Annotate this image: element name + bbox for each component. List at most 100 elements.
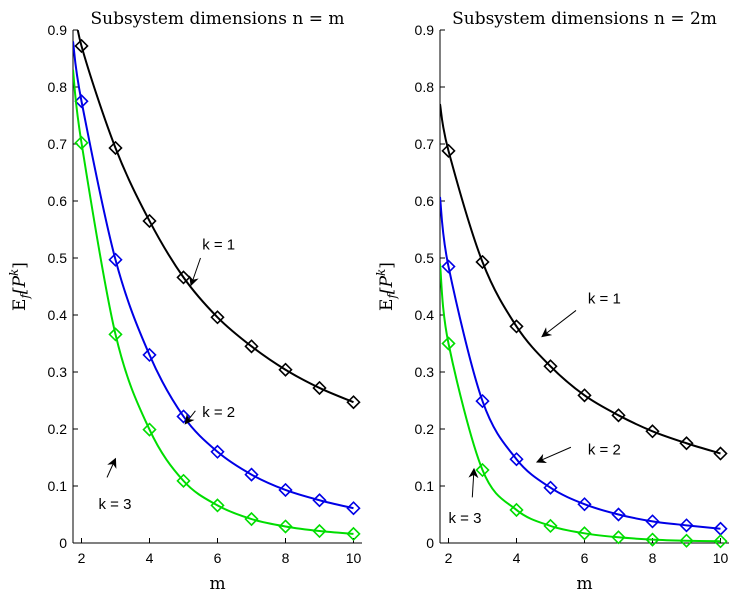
y-tick-label: 0.9 (415, 22, 435, 38)
x-tick-label: 6 (214, 550, 222, 566)
y-tick-label: 0.4 (415, 307, 435, 323)
data-point-marker (312, 523, 327, 539)
data-point-marker (441, 143, 456, 158)
data-point-marker (577, 497, 592, 512)
y-tick-label: 0.2 (415, 421, 435, 437)
y-tick-label: 0 (426, 535, 434, 551)
y-label-bracket: [P (377, 275, 397, 294)
data-point-marker (679, 518, 694, 533)
series-k3 (73, 69, 361, 542)
x-tick-label: 4 (146, 550, 154, 566)
data-point-marker (441, 259, 456, 274)
chart-title: Subsystem dimensions n = m (91, 9, 345, 29)
data-point-marker (244, 511, 259, 527)
y-tick-label: 0.1 (48, 478, 68, 494)
annotation-label: k = 1 (588, 291, 621, 308)
data-point-marker (142, 213, 157, 229)
x-tick-label: 8 (282, 550, 290, 566)
data-point-marker (142, 422, 157, 437)
y-label-superscript: k (374, 269, 388, 276)
y-tick-label: 0.3 (48, 364, 68, 380)
y-tick-label: 0.6 (48, 193, 68, 209)
chart-panel-2: 0 0.1 0.2 0.3 0.4 0.5 0.6 0.7 0.8 0.9 2 4 6 8 10 Subsys… (374, 9, 729, 594)
series-k1 (74, 30, 361, 410)
data-point-marker (611, 530, 626, 545)
x-axis-label: m (576, 574, 592, 594)
annotation-arrow (468, 467, 479, 498)
data-point-marker (278, 482, 293, 498)
data-point-marker (74, 38, 89, 54)
annotation-k3: k = 3 (449, 467, 482, 527)
series-k2 (440, 196, 728, 536)
y-tick-label: 0.8 (415, 79, 435, 95)
x-tick-label: 4 (513, 550, 521, 566)
y-tick-label: 0.8 (48, 79, 68, 95)
data-point-marker (244, 339, 259, 354)
annotation-arrow (535, 446, 572, 464)
data-point-marker (611, 408, 626, 423)
x-tick-label: 2 (445, 550, 453, 566)
y-label-bracket: [P (10, 275, 30, 294)
data-point-marker (679, 533, 694, 548)
chart-panel-1: 0 0.1 0.2 0.3 0.4 0.5 0.6 0.7 0.8 0.9 2 4 6 8 10 Subsys… (7, 9, 362, 594)
data-point-marker (108, 327, 123, 342)
data-point-marker (543, 518, 558, 534)
chart-title: Subsystem dimensions n = 2m (452, 9, 717, 29)
annotation-k2: k = 2 (184, 404, 235, 425)
annotation-label: k = 3 (99, 496, 132, 513)
data-point-marker (475, 462, 490, 478)
y-label-superscript: k (7, 269, 21, 276)
data-point-marker (176, 270, 191, 285)
data-point-marker (509, 452, 524, 467)
data-point-marker (108, 140, 123, 156)
y-tick-label: 0.5 (415, 250, 435, 266)
data-point-marker (176, 473, 191, 489)
data-point-marker (278, 362, 293, 377)
y-tick-label: 0.6 (415, 193, 435, 209)
y-tick-label: 0.4 (48, 307, 68, 323)
data-point-marker (244, 467, 259, 482)
data-point-marker (142, 347, 157, 363)
y-tick-label: 0.7 (415, 136, 435, 152)
y-axis-label: Ef[Pk] (7, 262, 32, 311)
series-line (440, 263, 721, 543)
y-label-close: ] (377, 262, 397, 269)
data-point-marker (577, 526, 592, 541)
annotation-label: k = 2 (202, 404, 235, 421)
y-tick-label: 0.2 (48, 421, 68, 437)
annotation-k3: k = 3 (99, 457, 132, 513)
y-label-subscript: f (18, 292, 32, 300)
data-point-marker (74, 135, 89, 150)
data-point-marker (611, 507, 626, 522)
annotation-label: k = 3 (449, 510, 482, 527)
x-tick-label: 8 (649, 550, 657, 566)
annotation-arrow (106, 457, 117, 478)
annotation-k1: k = 1 (189, 236, 235, 287)
series-line (76, 30, 354, 404)
series-k1 (440, 103, 728, 461)
data-point-marker (577, 388, 592, 403)
data-point-marker (645, 424, 660, 439)
series-line (73, 69, 354, 535)
y-tick-label: 0.5 (48, 250, 68, 266)
annotation-k1: k = 1 (541, 291, 621, 338)
x-tick-label: 10 (713, 550, 729, 566)
data-point-marker (108, 252, 123, 267)
y-tick-label: 0.3 (415, 364, 435, 380)
data-point-marker (278, 519, 293, 534)
y-tick-label: 0.9 (48, 22, 68, 38)
data-point-marker (346, 526, 361, 542)
series-line (440, 103, 721, 455)
series-line (73, 41, 354, 510)
x-axis-label: m (209, 574, 225, 594)
annotation-arrow (541, 310, 577, 338)
data-point-marker (346, 395, 361, 410)
x-tick-label: 2 (78, 550, 86, 566)
data-point-marker (509, 502, 524, 518)
y-label-close: ] (10, 262, 30, 269)
data-point-marker (441, 336, 456, 351)
y-label-main: E (377, 299, 397, 311)
annotation-label: k = 2 (588, 442, 621, 459)
series-k3 (440, 263, 728, 549)
data-point-marker (210, 498, 225, 513)
